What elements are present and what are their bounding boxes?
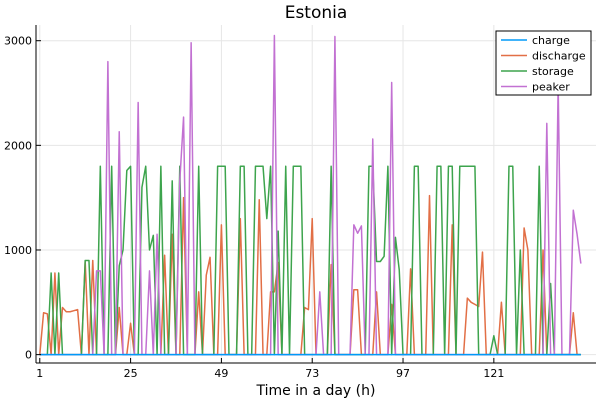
y-tick-label: 2000 bbox=[4, 139, 32, 152]
y-tick-label: 0 bbox=[25, 349, 32, 362]
x-tick-label: 73 bbox=[305, 367, 319, 380]
tick-labels: 1 25 49 73 97 121 0 1000 2000 3000 bbox=[4, 35, 504, 380]
plot-series bbox=[39, 34, 582, 356]
x-tick-label: 25 bbox=[124, 367, 138, 380]
x-tick-label: 1 bbox=[36, 367, 43, 380]
x-tick-label: 97 bbox=[396, 367, 410, 380]
legend-box bbox=[495, 30, 592, 96]
legend-label-storage: storage bbox=[532, 65, 574, 78]
y-tick-label: 1000 bbox=[4, 244, 32, 257]
chart-title: Estonia bbox=[285, 3, 348, 23]
legend: charge discharge storage peaker bbox=[495, 30, 592, 96]
legend-label-charge: charge bbox=[532, 34, 570, 47]
x-tick-label: 121 bbox=[483, 367, 504, 380]
y-tick-label: 3000 bbox=[4, 35, 32, 48]
axes bbox=[35, 25, 596, 364]
legend-label-discharge: discharge bbox=[532, 50, 586, 63]
x-axis-label: Time in a day (h) bbox=[256, 383, 376, 399]
x-tick-label: 49 bbox=[214, 367, 228, 380]
legend-label-peaker: peaker bbox=[532, 81, 570, 94]
